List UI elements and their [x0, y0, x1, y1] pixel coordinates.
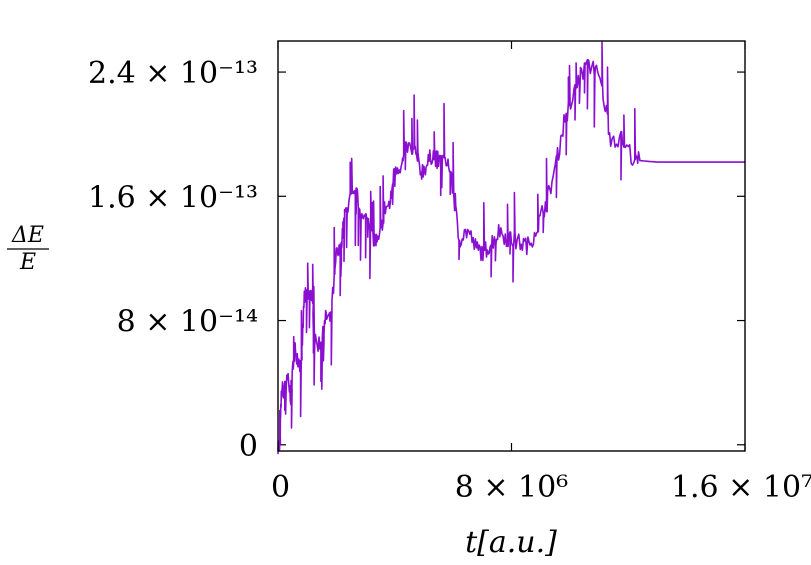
y-tick-label: 2.4 × 10⁻¹³: [88, 56, 258, 91]
y-tick-label: 8 × 10⁻¹⁴: [117, 305, 258, 340]
x-axis-label: t[a.u.]: [465, 525, 557, 560]
y-axis-label-numerator: ΔE: [11, 223, 44, 248]
x-tick-label: 0: [271, 470, 290, 505]
tick-labels: 0 8 × 10⁶ 1.6 × 10⁷ 0 8 × 10⁻¹⁴ 1.6 × 10⁻¹³ 2.…: [88, 56, 811, 505]
plot-frame: [277, 40, 746, 452]
series-line: [277, 41, 745, 455]
y-tick-label: 1.6 × 10⁻¹³: [88, 180, 258, 215]
y-axis-label-denominator: E: [19, 250, 36, 275]
x-tick-label: 1.6 × 10⁷: [671, 470, 811, 505]
y-tick-label: 0: [239, 429, 258, 464]
axis-ticks: [277, 41, 746, 451]
y-axis-label: ΔE E: [7, 223, 49, 275]
x-tick-label: 8 × 10⁶: [455, 470, 569, 505]
